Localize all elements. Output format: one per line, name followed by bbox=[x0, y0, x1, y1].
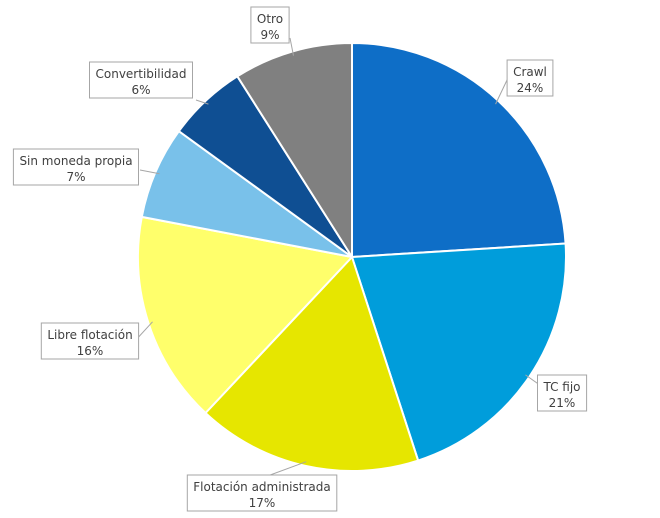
data-label-crawl: Crawl 24% bbox=[506, 59, 554, 97]
label-box bbox=[89, 61, 193, 99]
slice-label-text: Convertibilidad bbox=[96, 67, 187, 81]
data-label-tc-fijo: TC fijo 21% bbox=[537, 374, 588, 412]
slice-label-text: Libre flotación bbox=[47, 328, 132, 342]
leader-line-convertibilidad bbox=[195, 99, 209, 105]
slice-label-text: Otro bbox=[257, 12, 283, 26]
slice-label-text: Sin moneda propia bbox=[19, 154, 132, 168]
leader-line-crawl bbox=[495, 77, 509, 105]
label-box bbox=[186, 474, 338, 512]
slice-percent-text: 24% bbox=[517, 81, 544, 95]
slice-percent-text: 17% bbox=[249, 496, 276, 510]
slice-percent-text: 6% bbox=[131, 83, 150, 97]
slice-label-text: Crawl bbox=[513, 65, 547, 79]
label-box bbox=[537, 374, 588, 412]
label-box bbox=[250, 6, 290, 44]
leader-line-sin-moneda-propia bbox=[139, 169, 160, 175]
data-label-flotacion-administrada: Flotación administrada 17% bbox=[186, 474, 338, 512]
leader-line-otro bbox=[289, 37, 294, 56]
slice-percent-text: 7% bbox=[66, 170, 85, 184]
slice-label-text: TC fijo bbox=[542, 380, 580, 394]
label-box bbox=[12, 148, 139, 186]
slice-percent-text: 9% bbox=[260, 28, 279, 42]
label-box bbox=[40, 322, 140, 360]
pie-slice-libre-flotacion bbox=[137, 215, 354, 415]
data-label-libre-flotacion: Libre flotación 16% bbox=[40, 322, 140, 360]
pie-slice-crawl bbox=[351, 41, 567, 259]
data-labels: Crawl 24% TC fijo 21% Flotación administrada… bbox=[12, 6, 588, 512]
pie-slices bbox=[137, 41, 567, 472]
label-box bbox=[506, 59, 554, 97]
slice-label-text: Flotación administrada bbox=[193, 480, 330, 494]
slice-percent-text: 21% bbox=[549, 396, 576, 410]
slice-percent-text: 16% bbox=[77, 344, 104, 358]
pie-slice-flotacion-administrada bbox=[204, 255, 420, 472]
data-label-convertibilidad: Convertibilidad 6% bbox=[89, 61, 193, 99]
data-label-otro: Otro 9% bbox=[250, 6, 290, 44]
data-label-sin-moneda-propia: Sin moneda propia 7% bbox=[12, 148, 139, 186]
